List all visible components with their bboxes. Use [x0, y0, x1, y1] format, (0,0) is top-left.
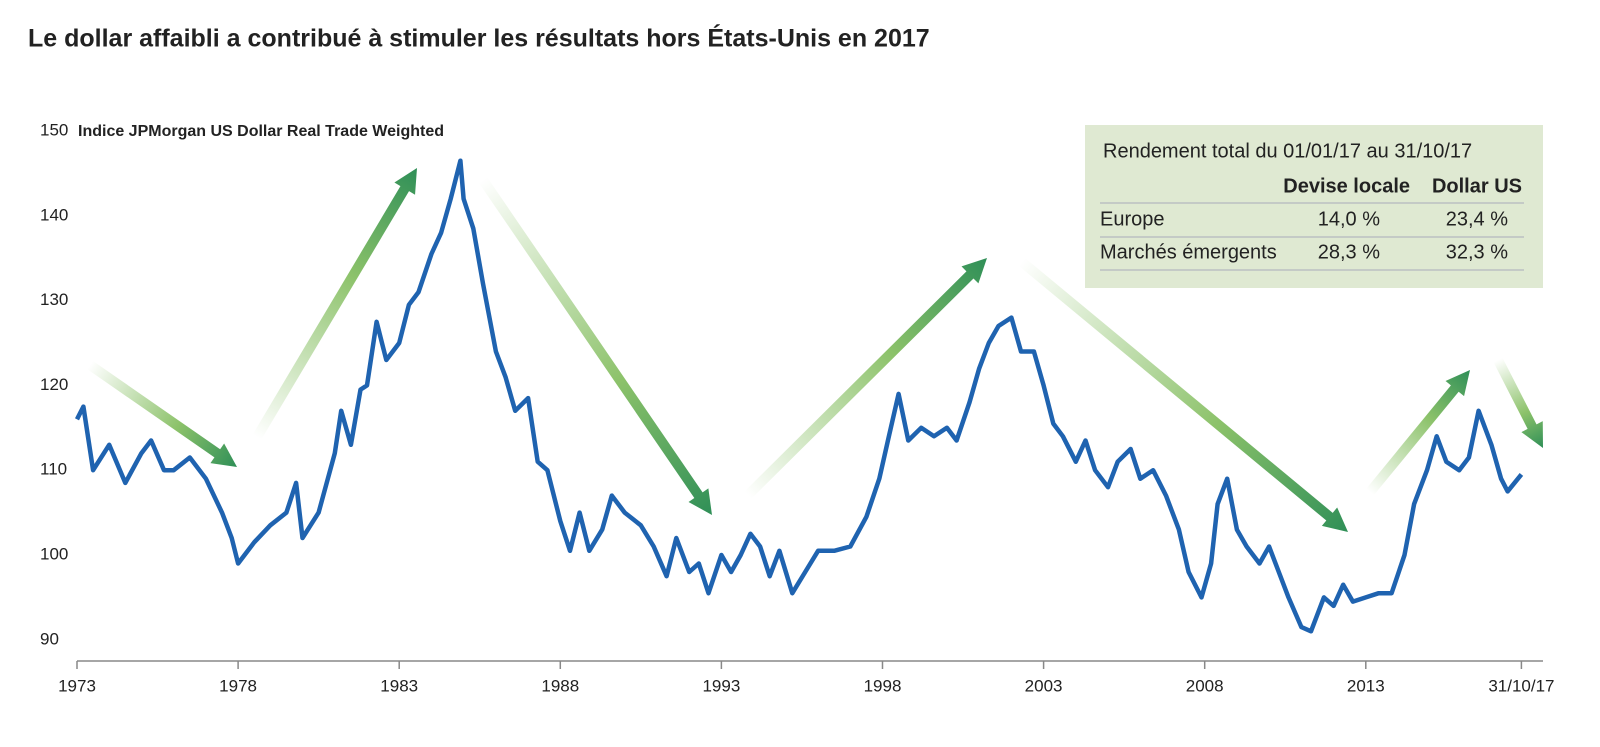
x-tick-label: 1998	[864, 676, 902, 695]
data-line	[74, 158, 1524, 634]
x-tick-label: 2003	[1025, 676, 1063, 695]
table-cell: 32,3 %	[1446, 241, 1508, 263]
x-tick-label: 1993	[702, 676, 740, 695]
trend-arrow	[1018, 258, 1348, 532]
x-tick-label: 1988	[541, 676, 579, 695]
table-cell: Marchés émergents	[1100, 241, 1277, 263]
table-header: Dollar US	[1432, 175, 1522, 197]
table-header: Devise locale	[1283, 175, 1410, 197]
x-tick-label: 2013	[1347, 676, 1385, 695]
y-tick-label: 110	[40, 460, 67, 479]
y-tick-label: 130	[40, 290, 68, 309]
table-title: Rendement total du 01/01/17 au 31/10/17	[1103, 140, 1472, 162]
table-cell: 14,0 %	[1318, 208, 1380, 230]
x-tick-label: 1983	[380, 676, 418, 695]
chart-title: Le dollar affaibli a contribué à stimule…	[28, 24, 930, 53]
trend-arrows	[87, 168, 1543, 532]
trend-arrow	[87, 360, 237, 467]
chart-subtitle: Indice JPMorgan US Dollar Real Trade Wei…	[78, 123, 444, 140]
trend-arrow	[252, 168, 417, 440]
table-cell: Europe	[1100, 208, 1165, 230]
table-cell: 28,3 %	[1318, 241, 1380, 263]
y-tick-label: 100	[40, 544, 68, 563]
trend-arrow	[478, 177, 712, 515]
table-cell: 23,4 %	[1446, 208, 1508, 230]
y-tick-label: 150	[40, 120, 68, 139]
x-tick-label: 31/10/17	[1488, 676, 1554, 695]
trend-arrow	[1493, 357, 1543, 448]
trend-arrow	[744, 258, 987, 499]
y-tick-label: 140	[40, 205, 68, 224]
x-tick-label: 1978	[219, 676, 257, 695]
x-tick-label: 1973	[58, 676, 96, 695]
table-box	[1085, 125, 1543, 288]
y-tick-label: 90	[40, 629, 59, 648]
trend-arrow	[1366, 370, 1470, 496]
y-tick-label: 120	[40, 375, 68, 394]
x-tick-label: 2008	[1186, 676, 1224, 695]
